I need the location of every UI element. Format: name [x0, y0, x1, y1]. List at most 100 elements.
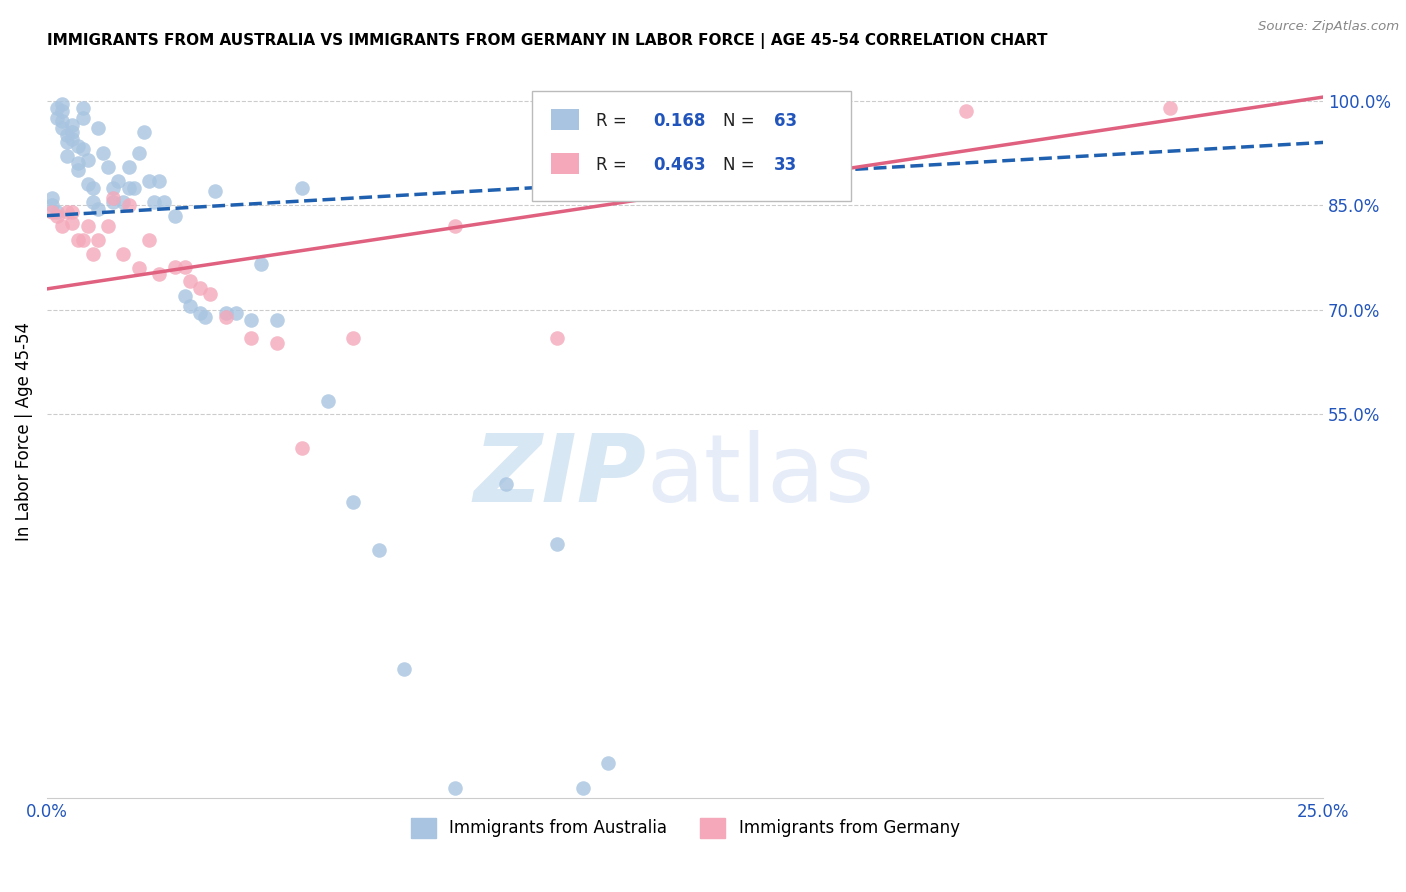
Point	[46, 209, 69, 223]
Point	[194, 310, 217, 324]
Point	[87, 121, 110, 136]
Point	[138, 174, 160, 188]
Point	[214, 306, 236, 320]
Point	[801, 101, 824, 115]
Y-axis label: In Labor Force | Age 45-54: In Labor Force | Age 45-54	[15, 322, 32, 541]
Point	[76, 153, 98, 167]
Point	[266, 336, 288, 351]
Text: N =: N =	[723, 112, 761, 129]
Point	[250, 258, 273, 272]
Point	[128, 145, 150, 160]
Point	[214, 310, 236, 324]
Point	[41, 205, 63, 219]
Point	[342, 331, 364, 345]
Point	[103, 194, 125, 209]
Point	[444, 780, 467, 795]
Point	[1159, 101, 1181, 115]
Point	[51, 97, 73, 112]
Point	[66, 233, 89, 247]
Point	[112, 194, 135, 209]
Point	[46, 205, 69, 219]
Point	[46, 111, 69, 125]
Point	[82, 247, 104, 261]
FancyBboxPatch shape	[551, 109, 579, 130]
Point	[51, 103, 73, 118]
Point	[97, 219, 120, 233]
Text: R =: R =	[596, 155, 631, 174]
Point	[82, 180, 104, 194]
Point	[153, 194, 176, 209]
Point	[546, 536, 568, 550]
FancyBboxPatch shape	[531, 91, 851, 202]
Point	[495, 477, 517, 491]
Point	[132, 125, 155, 139]
Point	[122, 180, 145, 194]
Point	[163, 260, 186, 274]
Point	[117, 180, 139, 194]
Point	[117, 160, 139, 174]
Point	[41, 198, 63, 212]
Point	[103, 180, 125, 194]
Text: ZIP: ZIP	[474, 430, 647, 522]
Text: N =: N =	[723, 155, 761, 174]
Text: R =: R =	[596, 112, 631, 129]
Point	[87, 202, 110, 216]
Text: 33: 33	[775, 155, 797, 174]
Point	[188, 280, 211, 294]
Point	[72, 111, 94, 125]
Point	[62, 205, 84, 219]
Point	[51, 219, 73, 233]
Point	[225, 306, 247, 320]
Point	[87, 233, 110, 247]
Text: 0.463: 0.463	[654, 155, 706, 174]
Point	[204, 184, 226, 198]
Point	[91, 145, 114, 160]
Point	[62, 132, 84, 146]
Point	[46, 101, 69, 115]
Point	[572, 780, 595, 795]
Point	[173, 260, 195, 274]
Point	[179, 299, 201, 313]
Point	[56, 136, 79, 150]
Point	[66, 163, 89, 178]
Point	[62, 216, 84, 230]
Point	[188, 306, 211, 320]
Point	[66, 139, 89, 153]
Point	[342, 494, 364, 508]
Point	[128, 260, 150, 275]
Legend: Immigrants from Australia, Immigrants from Germany: Immigrants from Australia, Immigrants fr…	[404, 811, 966, 845]
Point	[72, 142, 94, 156]
Text: atlas: atlas	[647, 430, 875, 522]
Point	[143, 194, 166, 209]
Point	[72, 233, 94, 247]
Point	[367, 543, 389, 558]
Point	[394, 662, 416, 676]
Point	[291, 180, 314, 194]
Text: IMMIGRANTS FROM AUSTRALIA VS IMMIGRANTS FROM GERMANY IN LABOR FORCE | AGE 45-54 : IMMIGRANTS FROM AUSTRALIA VS IMMIGRANTS …	[46, 33, 1047, 49]
Point	[76, 219, 98, 233]
Point	[56, 149, 79, 163]
Point	[56, 205, 79, 219]
Point	[240, 331, 263, 345]
Point	[444, 219, 467, 233]
Point	[62, 118, 84, 132]
Point	[148, 267, 170, 281]
Point	[51, 114, 73, 128]
Point	[148, 174, 170, 188]
FancyBboxPatch shape	[551, 153, 579, 174]
Text: Source: ZipAtlas.com: Source: ZipAtlas.com	[1258, 20, 1399, 33]
Point	[200, 287, 222, 301]
Point	[316, 393, 339, 408]
Point	[66, 156, 89, 170]
Point	[112, 247, 135, 261]
Point	[107, 174, 129, 188]
Point	[51, 121, 73, 136]
Point	[103, 191, 125, 205]
Point	[291, 441, 314, 455]
Point	[56, 128, 79, 143]
Point	[62, 125, 84, 139]
Point	[598, 756, 620, 771]
Point	[179, 273, 201, 287]
Point	[266, 313, 288, 327]
Point	[173, 289, 195, 303]
